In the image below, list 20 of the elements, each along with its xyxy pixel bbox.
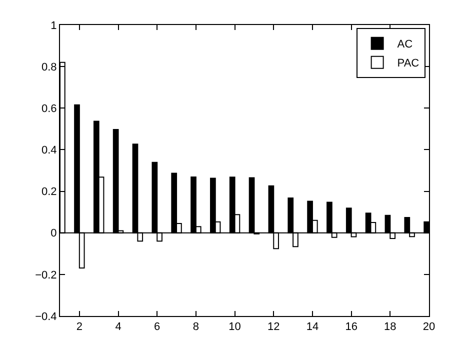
- y-tick-label: 1: [50, 20, 57, 32]
- x-tick-label: 20: [422, 321, 436, 334]
- x-tick-label: 16: [345, 321, 358, 334]
- y-tick-label: −0.2: [35, 269, 57, 282]
- x-tick-label: 18: [384, 321, 396, 334]
- y-tick-label: 0.8: [42, 61, 57, 74]
- legend-label: AC: [397, 38, 413, 51]
- x-tick-label: 8: [192, 321, 200, 334]
- x-tick-label: 2: [76, 321, 82, 334]
- y-tick-label: 0.2: [42, 186, 57, 198]
- x-tick-label: 14: [306, 321, 319, 334]
- x-tick-label: 12: [268, 321, 280, 334]
- x-tick-label: 4: [115, 321, 122, 334]
- y-tick-label: −0.4: [35, 310, 57, 323]
- y-tick-label: 0.6: [42, 102, 57, 115]
- y-tick-label: 0.4: [42, 144, 57, 157]
- x-tick-label: 6: [154, 321, 160, 334]
- y-tick-label: 0: [50, 228, 57, 240]
- legend-label: PAC: [397, 58, 420, 70]
- x-tick-label: 10: [228, 321, 241, 334]
